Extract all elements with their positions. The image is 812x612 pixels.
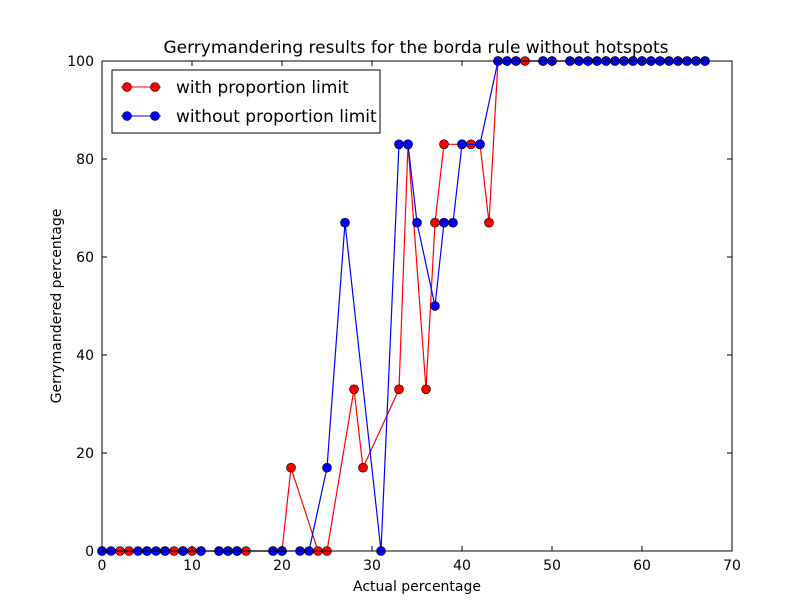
data-point-with-proportion-limit: [394, 384, 404, 395]
data-point-with-proportion-limit: [421, 384, 431, 395]
x-axis-title: Actual percentage: [353, 579, 481, 595]
data-point-with-proportion-limit: [286, 462, 296, 473]
x-tick-label: 10: [183, 558, 201, 574]
data-point-without-proportion-limit: [430, 301, 440, 311]
data-point-without-proportion-limit: [394, 139, 404, 150]
data-point-without-proportion-limit: [340, 217, 350, 228]
legend-label-with-proportion-limit: with proportion limit: [176, 78, 349, 98]
legend-marker-without-proportion-limit: [150, 111, 160, 121]
y-tick-label: 100: [67, 54, 94, 70]
data-point-without-proportion-limit: [412, 217, 422, 228]
data-point-with-proportion-limit: [484, 217, 494, 228]
legend-marker-with-proportion-limit: [122, 82, 132, 92]
plot-frame: [101, 60, 733, 552]
data-point-without-proportion-limit: [475, 139, 485, 150]
legend-marker-with-proportion-limit: [150, 82, 160, 92]
chart-title: Gerrymandering results for the borda rul…: [163, 38, 668, 58]
y-axis-title: Gerrymandered percentage: [49, 209, 65, 404]
legend-label-without-proportion-limit: without proportion limit: [176, 107, 377, 127]
data-point-without-proportion-limit: [457, 139, 467, 150]
data-point-without-proportion-limit: [448, 217, 458, 228]
x-tick-label: 70: [723, 558, 741, 574]
legend-marker-without-proportion-limit: [122, 111, 132, 121]
y-tick-label: 80: [76, 152, 94, 168]
data-point-without-proportion-limit: [403, 139, 413, 150]
x-tick-label: 50: [543, 558, 561, 574]
x-tick-label: 30: [363, 558, 381, 574]
data-point-without-proportion-limit: [439, 217, 449, 228]
legend: with proportion limit without proportion…: [111, 69, 381, 134]
data-point-with-proportion-limit: [349, 384, 359, 395]
y-tick-label: 20: [76, 446, 94, 462]
x-tick-label: 0: [98, 558, 107, 574]
axis-ticks: 0 10 20 30 40 50 60 70 0 20 40 60 80 100: [67, 54, 741, 574]
data-point-without-proportion-limit: [322, 462, 332, 473]
x-tick-label: 20: [273, 558, 291, 574]
legend-box: [111, 69, 381, 134]
y-tick-label: 0: [85, 544, 94, 560]
x-tick-label: 40: [453, 558, 471, 574]
y-tick-label: 40: [76, 348, 94, 364]
data-point-with-proportion-limit: [358, 462, 368, 473]
y-tick-label: 60: [76, 250, 94, 266]
x-tick-label: 60: [633, 558, 651, 574]
data-point-with-proportion-limit: [439, 139, 449, 150]
data-point-with-proportion-limit: [430, 217, 440, 228]
